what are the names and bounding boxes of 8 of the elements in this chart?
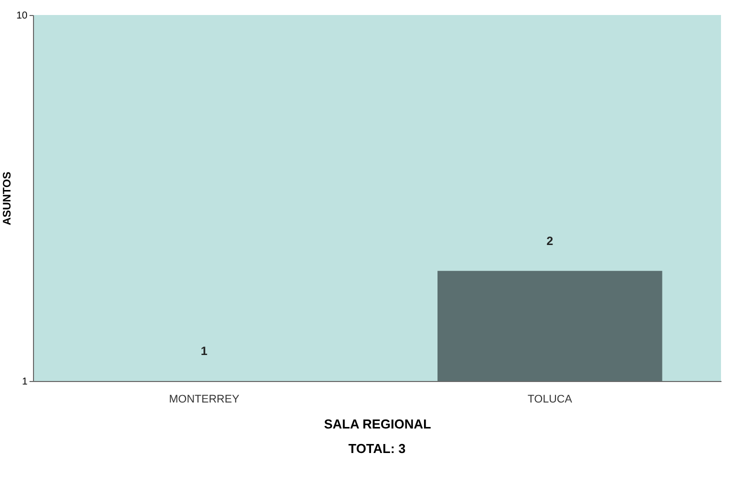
x-axis-title: SALA REGIONAL xyxy=(324,416,432,432)
data-label: 2 xyxy=(546,234,554,248)
x-tick-label: TOLUCA xyxy=(528,394,573,406)
data-label: 1 xyxy=(200,344,208,358)
y-axis-title: ASUNTOS xyxy=(1,172,14,226)
x-tick-label: MONTERREY xyxy=(168,394,240,406)
y-tick-label: 10 xyxy=(16,10,28,22)
text: TOTAL: 3 xyxy=(348,441,406,456)
